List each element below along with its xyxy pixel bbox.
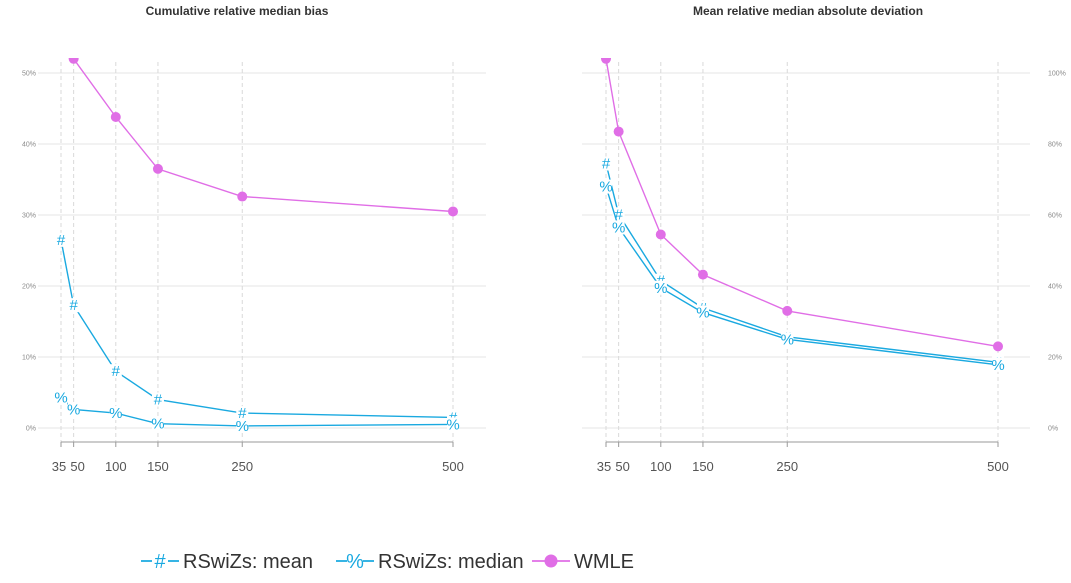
y-tick-label: 10% <box>22 355 36 362</box>
legend-swatch-backdrop <box>152 552 168 570</box>
legend-swatch-backdrop <box>347 552 363 570</box>
marker-backdrop <box>600 179 612 194</box>
marker-backdrop <box>696 305 709 320</box>
marker-backdrop <box>151 416 164 431</box>
x-tick-label: 150 <box>692 459 714 474</box>
legend-item: # RSwiZs: mean <box>141 551 313 573</box>
data-point-rswizs-median: % <box>599 179 612 196</box>
x-tick-label: 150 <box>147 459 169 474</box>
marker-backdrop <box>236 418 249 433</box>
data-point-rswizs-mean: # <box>614 206 623 223</box>
data-point-rswizs-mean: # <box>238 405 247 422</box>
legend: # RSwiZs: mean% RSwiZs: median WMLE <box>141 551 634 573</box>
x-tick-label: 50 <box>70 459 84 474</box>
x-tick-label: 500 <box>987 459 1009 474</box>
panel-cumulative-bias: Cumulative relative median bias 0% 10% 20% 3… <box>22 0 486 474</box>
marker-backdrop <box>600 156 612 171</box>
data-point-wmle <box>448 206 458 217</box>
y-tick-label: 100% <box>1048 71 1066 78</box>
marker-backdrop <box>67 402 80 417</box>
chart-title: Cumulative relative median bias <box>146 4 329 18</box>
data-point-rswizs-median: % <box>612 219 625 236</box>
marker-backdrop <box>781 332 794 347</box>
y-tick-label: 40% <box>1048 284 1062 291</box>
marker-backdrop <box>67 298 80 313</box>
series-line-rswizs-mean <box>605 163 999 363</box>
y-tick-label: 0% <box>1048 426 1058 433</box>
data-point-rswizs-median: % <box>236 418 249 435</box>
y-tick-label: 50% <box>22 71 36 78</box>
x-tick-label: 35 <box>597 459 611 474</box>
data-point-wmle <box>152 163 163 174</box>
marker-backdrop <box>151 392 164 407</box>
y-tick-label: 0% <box>26 426 36 433</box>
data-point-wmle <box>110 112 121 123</box>
data-point-rswizs-median: % <box>109 405 122 422</box>
data-point-wmle <box>68 58 79 64</box>
data-point-wmle <box>613 126 624 137</box>
marker-backdrop <box>109 364 122 379</box>
data-point-rswizs-median: % <box>781 331 794 348</box>
marker-backdrop <box>55 232 67 247</box>
series-line-wmle <box>605 58 999 348</box>
data-point-wmle <box>601 58 611 64</box>
x-tick-label: 100 <box>105 459 127 474</box>
marker-backdrop <box>992 357 1004 372</box>
marker-backdrop <box>447 417 459 432</box>
legend-swatch-symbol: # <box>154 551 166 573</box>
legend-item: % RSwiZs: median <box>336 551 524 573</box>
marker-backdrop <box>612 220 625 235</box>
data-point-rswizs-median: % <box>54 389 67 406</box>
data-point-rswizs-median: % <box>654 280 667 297</box>
data-point-wmle <box>697 269 708 280</box>
data-point-wmle <box>56 0 66 7</box>
data-point-wmle <box>782 305 793 316</box>
y-tick-label: 80% <box>1048 142 1062 149</box>
panel-median-absolute-deviation: Mean relative median absolute deviation 0… <box>582 4 1066 474</box>
series-line-wmle <box>72 58 454 213</box>
x-tick-label: 35 <box>52 459 66 474</box>
legend-label: WMLE <box>574 551 634 573</box>
data-point-rswizs-median: % <box>151 416 164 433</box>
legend-swatch-symbol: % <box>346 551 364 573</box>
legend-label: RSwiZs: mean <box>183 551 313 573</box>
data-point-rswizs-median: % <box>446 416 459 433</box>
data-point-rswizs-mean: # <box>57 232 66 249</box>
data-point-wmle <box>655 229 666 240</box>
data-point-wmle <box>993 341 1003 352</box>
legend-item: WMLE <box>532 551 634 573</box>
y-tick-label: 30% <box>22 213 36 220</box>
y-tick-label: 20% <box>22 284 36 291</box>
data-point-rswizs-median: % <box>67 402 80 419</box>
data-point-wmle <box>237 191 248 202</box>
x-tick-label: 250 <box>231 459 253 474</box>
series-line-rswizs-mean <box>60 239 454 419</box>
x-tick-label: 50 <box>615 459 629 474</box>
data-point-rswizs-mean: # <box>602 156 611 173</box>
y-tick-label: 20% <box>1048 355 1062 362</box>
x-tick-label: 500 <box>442 459 464 474</box>
x-tick-label: 250 <box>776 459 798 474</box>
legend-label: RSwiZs: median <box>378 551 524 573</box>
marker-backdrop <box>654 280 667 295</box>
data-point-rswizs-median: % <box>696 305 709 322</box>
legend-swatch-dot <box>544 554 558 568</box>
data-point-rswizs-mean: # <box>154 392 163 409</box>
x-tick-label: 100 <box>650 459 672 474</box>
marker-backdrop <box>55 390 67 405</box>
marker-backdrop <box>236 406 249 421</box>
data-point-rswizs-mean: # <box>112 363 121 380</box>
plot-area: ######%%%%%% <box>54 0 460 435</box>
data-point-rswizs-median: % <box>991 357 1004 374</box>
y-tick-label: 60% <box>1048 213 1062 220</box>
plot-area: ######%%%%%% <box>599 58 1005 374</box>
data-point-rswizs-mean: # <box>69 297 78 314</box>
marker-backdrop <box>109 406 122 421</box>
chart-title: Mean relative median absolute deviation <box>693 4 923 18</box>
y-tick-label: 40% <box>22 142 36 149</box>
